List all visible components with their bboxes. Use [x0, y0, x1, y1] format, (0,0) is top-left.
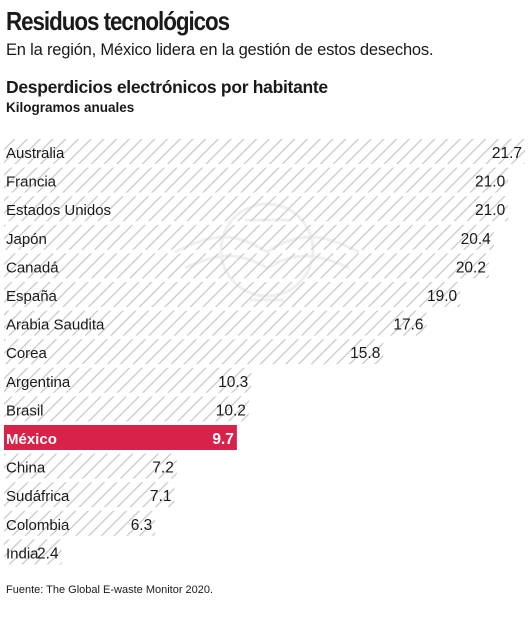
bar-japon: [4, 224, 494, 250]
bar-india: [4, 539, 62, 565]
bar-espana: [4, 282, 461, 307]
category-label: Australia: [6, 145, 65, 162]
value-label: 10.3: [218, 374, 248, 391]
value-label: 2.4: [37, 545, 59, 562]
value-label: 10.2: [216, 402, 246, 419]
page-subtitle: En la región, México lidera en la gestió…: [6, 41, 434, 59]
value-label: 7.2: [152, 460, 174, 477]
bar-corea: [4, 339, 384, 365]
bar-mexico: [4, 425, 237, 450]
value-label: 20.4: [461, 231, 492, 248]
value-label: 6.3: [131, 517, 153, 534]
category-label: Arabia Saudita: [6, 317, 105, 334]
category-label: Colombia: [6, 517, 70, 534]
bar-china: [4, 453, 177, 479]
value-label: 15.8: [350, 345, 380, 362]
bar-argentina: [4, 367, 252, 393]
value-label: 7.1: [150, 488, 172, 505]
value-label: 21.0: [475, 174, 506, 191]
category-label: Sudáfrica: [6, 488, 70, 505]
value-label: 21.7: [492, 145, 522, 162]
category-label: China: [6, 460, 46, 477]
bar-sudafrica: [4, 482, 175, 508]
category-label: Japón: [6, 231, 47, 248]
page-title: Residuos tecnológicos: [6, 6, 230, 36]
bar-francia: [4, 167, 509, 193]
chart-unit: Kilogramos anuales: [6, 100, 135, 115]
bar-canada: [4, 253, 489, 279]
value-label: 20.2: [456, 259, 486, 276]
category-label: Corea: [6, 345, 48, 362]
source-note: Fuente: The Global E-waste Monitor 2020.: [6, 584, 214, 596]
category-label: Argentina: [6, 374, 71, 391]
category-label: Francia: [6, 174, 57, 191]
category-label: Canadá: [6, 259, 59, 276]
bar-brasil: [4, 396, 249, 422]
bar-arabia-saudita: [4, 310, 427, 336]
bar-colombia: [4, 510, 156, 536]
value-label: 19.0: [427, 288, 458, 305]
category-label: Estados Unidos: [6, 202, 111, 219]
category-label: India: [6, 545, 39, 562]
category-label: España: [6, 288, 58, 305]
value-label: 9.7: [212, 431, 234, 448]
value-label: 21.0: [475, 202, 506, 219]
category-label: Brasil: [6, 402, 44, 419]
chart-title: Desperdicios electrónicos por habitante: [6, 77, 328, 97]
bar-australia: [4, 139, 525, 164]
bar-chart: Australia 21.7 Francia 21.0 Estados Unidos 21…: [4, 139, 525, 565]
value-label: 17.6: [393, 317, 423, 334]
bar-estados-unidos: [4, 196, 509, 222]
category-label: México: [6, 431, 57, 448]
